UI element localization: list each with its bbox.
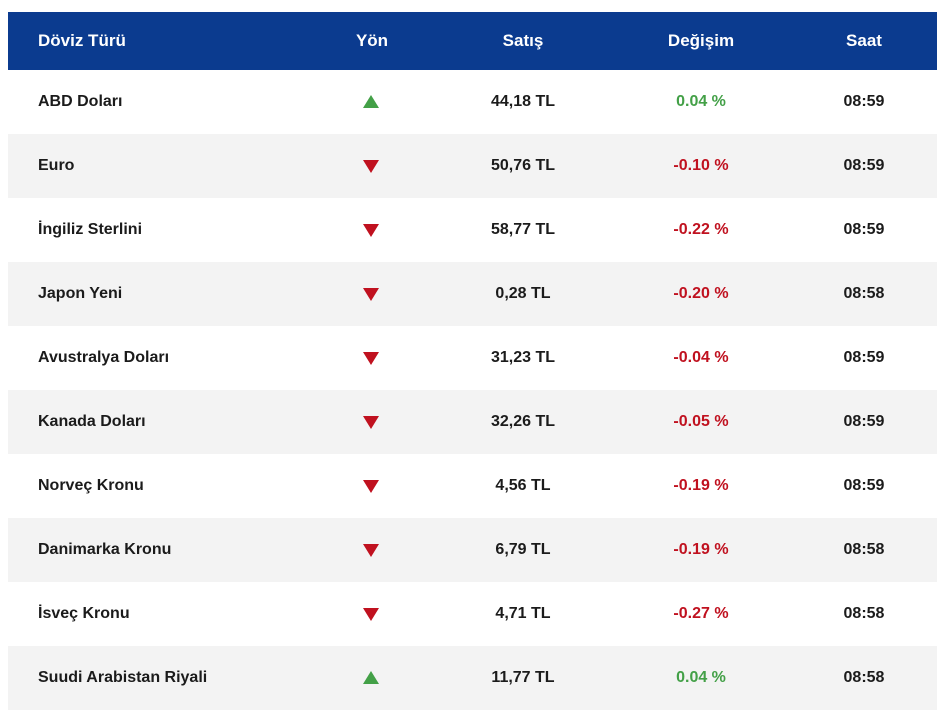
currency-name: Euro <box>38 157 75 174</box>
arrow-down <box>363 288 379 301</box>
arrow-shape <box>363 95 379 108</box>
currency-name: ABD Doları <box>38 93 123 110</box>
arrow-up <box>363 671 379 684</box>
arrow-shape <box>363 544 379 557</box>
currency-name: Norveç Kronu <box>38 477 144 494</box>
header-cell: Değişim <box>667 31 735 50</box>
table-row: Avustralya Doları 31,23 TL -0.04 % 08:59 <box>8 326 937 390</box>
sell-price: 44,18 TL <box>490 93 556 110</box>
change: -0.22 % <box>673 221 729 238</box>
time: 08:58 <box>843 285 885 302</box>
sell-price: 0,28 TL <box>495 285 551 302</box>
arrow-shape <box>363 608 379 621</box>
arrow-shape <box>363 480 379 493</box>
sell-price: 4,56 TL <box>495 477 551 494</box>
arrow-shape <box>363 671 379 684</box>
change: -0.04 % <box>673 349 729 366</box>
change: -0.10 % <box>673 157 729 174</box>
arrow-shape <box>363 416 379 429</box>
table-header: Döviz Türü Yön Satış Değişim Saat <box>8 12 937 70</box>
change: -0.27 % <box>673 605 729 622</box>
time: 08:58 <box>843 669 885 686</box>
currency-name: İsveç Kronu <box>38 605 130 622</box>
sell-price: 6,79 TL <box>495 541 551 558</box>
arrow-shape <box>363 352 379 365</box>
table-row: Norveç Kronu 4,56 TL -0.19 % 08:59 <box>8 454 937 518</box>
table-row: Kanada Doları 32,26 TL -0.05 % 08:59 <box>8 390 937 454</box>
currency-name: Danimarka Kronu <box>38 541 172 558</box>
time: 08:59 <box>843 221 885 238</box>
arrow-up <box>363 95 379 108</box>
currency-name: Japon Yeni <box>38 285 123 302</box>
change: 0.04 % <box>676 669 726 686</box>
arrow-down <box>363 544 379 557</box>
arrow-shape <box>363 160 379 173</box>
time: 08:59 <box>843 349 885 366</box>
header-cell: Yön <box>355 31 389 50</box>
table-row: Suudi Arabistan Riyali 11,77 TL 0.04 % 08:5… <box>8 646 937 710</box>
table-row: İngiliz Sterlini 58,77 TL -0.22 % 08:59 <box>8 198 937 262</box>
time: 08:58 <box>843 605 885 622</box>
currency-name: Avustralya Doları <box>38 349 170 366</box>
sell-price: 4,71 TL <box>495 605 551 622</box>
arrow-shape <box>363 224 379 237</box>
sell-price: 32,26 TL <box>490 413 556 430</box>
table-row: Danimarka Kronu 6,79 TL -0.19 % 08:58 <box>8 518 937 582</box>
header-cell: Saat <box>846 31 882 50</box>
arrow-down <box>363 352 379 365</box>
change: 0.04 % <box>676 93 726 110</box>
header-cell: Döviz Türü <box>38 31 126 50</box>
time: 08:59 <box>843 413 885 430</box>
arrow-down <box>363 480 379 493</box>
currency-name: Kanada Doları <box>38 413 146 430</box>
change: -0.19 % <box>673 477 729 494</box>
sell-price: 58,77 TL <box>490 221 556 238</box>
arrow-down <box>363 224 379 237</box>
table-row: İsveç Kronu 4,71 TL -0.27 % 08:58 <box>8 582 937 646</box>
time: 08:59 <box>843 93 885 110</box>
arrow-down <box>363 160 379 173</box>
time: 08:59 <box>843 477 885 494</box>
sell-price: 31,23 TL <box>490 349 556 366</box>
time: 08:58 <box>843 541 885 558</box>
arrow-down <box>363 416 379 429</box>
sell-price: 11,77 TL <box>491 669 555 686</box>
currency-name: İngiliz Sterlini <box>38 221 143 238</box>
currency-name: Suudi Arabistan Riyali <box>38 669 208 686</box>
change: -0.19 % <box>673 541 729 558</box>
change: -0.05 % <box>673 413 729 430</box>
arrow-shape <box>363 288 379 301</box>
time: 08:59 <box>843 157 885 174</box>
table-row: ABD Doları 44,18 TL 0.04 % 08:59 <box>8 70 937 134</box>
header-cell: Satış <box>502 31 544 50</box>
sell-price: 50,76 TL <box>490 157 556 174</box>
table-row: Euro 50,76 TL -0.10 % 08:59 <box>8 134 937 198</box>
table-row: Japon Yeni 0,28 TL -0.20 % 08:58 <box>8 262 937 326</box>
arrow-down <box>363 608 379 621</box>
change: -0.20 % <box>673 285 729 302</box>
